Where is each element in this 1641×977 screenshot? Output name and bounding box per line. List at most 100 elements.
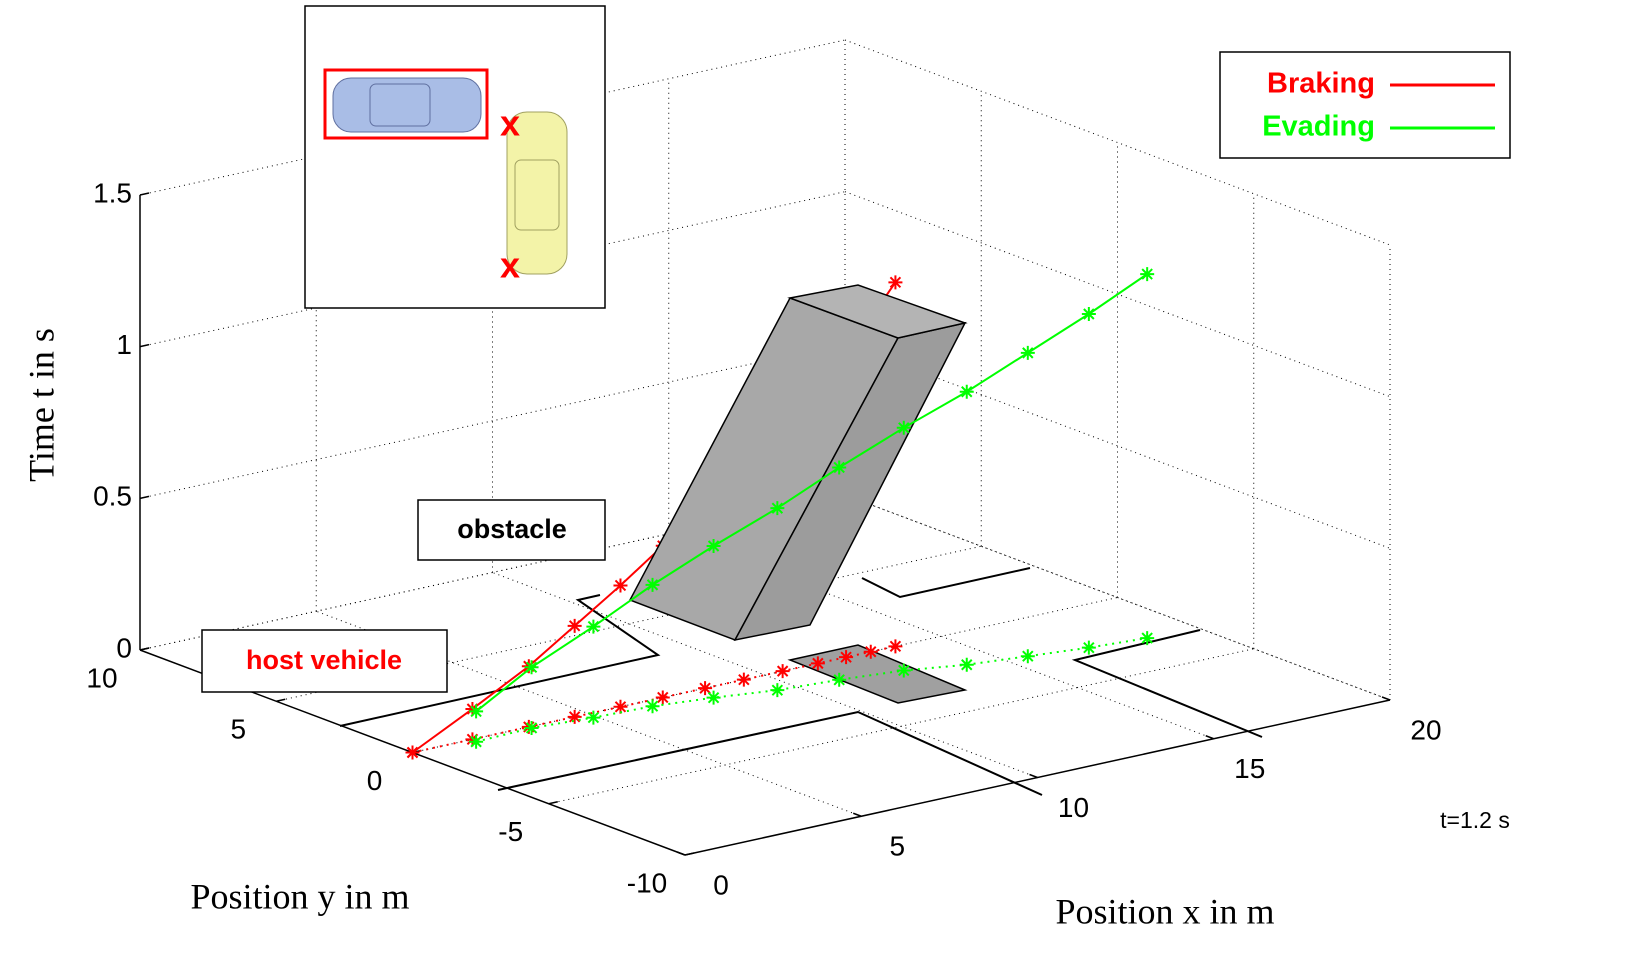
legend: Braking Evading [1219, 51, 1511, 159]
trajectory-point [770, 501, 785, 516]
ground-point [586, 710, 601, 725]
z-tick-label: 1 [116, 329, 132, 360]
trajectory-line [475, 273, 1148, 713]
ground-point [959, 657, 974, 672]
car-detail [369, 83, 431, 127]
ground-point [655, 690, 670, 705]
grid-line [844, 494, 1391, 701]
grid-line [844, 494, 1391, 701]
y-tick-label: 10 [86, 662, 117, 693]
y-tick-label: 0 [367, 765, 383, 796]
car-detail [514, 159, 560, 231]
x-tick-label: 15 [1234, 753, 1265, 784]
lane-line [339, 594, 661, 727]
z-tick-label: 1.5 [93, 177, 132, 208]
annotation: t=1.2 s [1440, 807, 1510, 833]
grid-line [844, 342, 1391, 549]
x-tick-label: 10 [1058, 792, 1089, 823]
inset: x x [304, 5, 606, 309]
tick-mark [139, 647, 150, 651]
host-car [332, 77, 482, 133]
legend-label: Braking [1267, 68, 1375, 100]
ground-point [888, 639, 903, 654]
ground-point [645, 699, 660, 714]
tick-mark [139, 192, 150, 196]
tick-mark [1381, 696, 1391, 701]
trajectory-point [405, 745, 420, 760]
annotation: host vehicle [246, 645, 402, 675]
ground-point [832, 672, 847, 687]
ground-point [521, 719, 536, 734]
tick-mark [684, 852, 695, 856]
grid-line [139, 494, 846, 651]
trajectory-point [896, 420, 911, 435]
trajectory-point [888, 275, 903, 290]
z-axis-label: Time t in s [21, 328, 61, 482]
host-box [323, 68, 489, 140]
y-tick-label: 5 [230, 714, 246, 745]
tick-mark [139, 343, 150, 348]
series-group [469, 267, 1155, 719]
obstacle-box [628, 284, 968, 642]
obstacle-face [787, 284, 968, 339]
grid-line [844, 191, 1391, 398]
trajectory-point [524, 660, 539, 675]
ground-point [896, 663, 911, 678]
lane-line [497, 710, 1043, 796]
annotation-box [201, 629, 448, 693]
ground-point [1020, 649, 1035, 664]
ground-point [706, 690, 721, 705]
ground-point [567, 709, 582, 724]
ground-point [524, 720, 539, 735]
trajectory-point [1020, 345, 1035, 360]
ground-point [736, 672, 751, 687]
trajectory-point [832, 460, 847, 475]
trajectory-point [645, 577, 660, 592]
x-tick-label: 5 [889, 831, 905, 862]
lane-line [1071, 629, 1263, 738]
z-tick-label: 0.5 [93, 481, 132, 512]
z-tick-label: 0 [116, 632, 132, 663]
ground-point [698, 681, 713, 696]
ground-point [613, 699, 628, 714]
grid-line [139, 342, 846, 499]
ground-point [770, 683, 785, 698]
trajectory-point [521, 659, 536, 674]
annotation: obstacle [457, 514, 567, 544]
y-tick-label: -5 [498, 816, 523, 847]
legend-box [1219, 51, 1511, 159]
trajectory-point [613, 578, 628, 593]
trajectory-point [469, 704, 484, 719]
trajectory-point [586, 619, 601, 634]
trajectory-point [1081, 306, 1096, 321]
tick-mark [548, 801, 558, 805]
ground-point [469, 734, 484, 749]
ground-point [863, 644, 878, 659]
tick-mark [852, 812, 862, 817]
inset-marker: x [500, 103, 520, 144]
ground-point [775, 664, 790, 679]
tick-mark [676, 851, 686, 856]
road-lines [339, 567, 1263, 796]
lane-line [861, 567, 1031, 599]
tick-mark [1029, 773, 1038, 779]
ground-projections [405, 631, 1155, 760]
inset-marker: x [500, 245, 520, 286]
x-tick-label: 0 [713, 869, 729, 900]
y-axis-label: Position y in m [190, 876, 409, 916]
trajectory-point [1140, 267, 1155, 282]
obstacle-car [506, 111, 568, 275]
trajectory-point [959, 384, 974, 399]
legend-label: Evading [1262, 111, 1375, 143]
ground-point [1140, 631, 1155, 646]
trajectory-point [567, 618, 582, 633]
ground-point [839, 650, 854, 665]
trajectory-point [706, 539, 721, 554]
x-axis-label: Position x in m [1055, 891, 1274, 931]
grid-line [548, 648, 1254, 805]
y-tick-label: -10 [627, 867, 667, 898]
grid-line [844, 39, 1391, 246]
tick-mark [276, 698, 286, 702]
ground-point [1081, 640, 1096, 655]
